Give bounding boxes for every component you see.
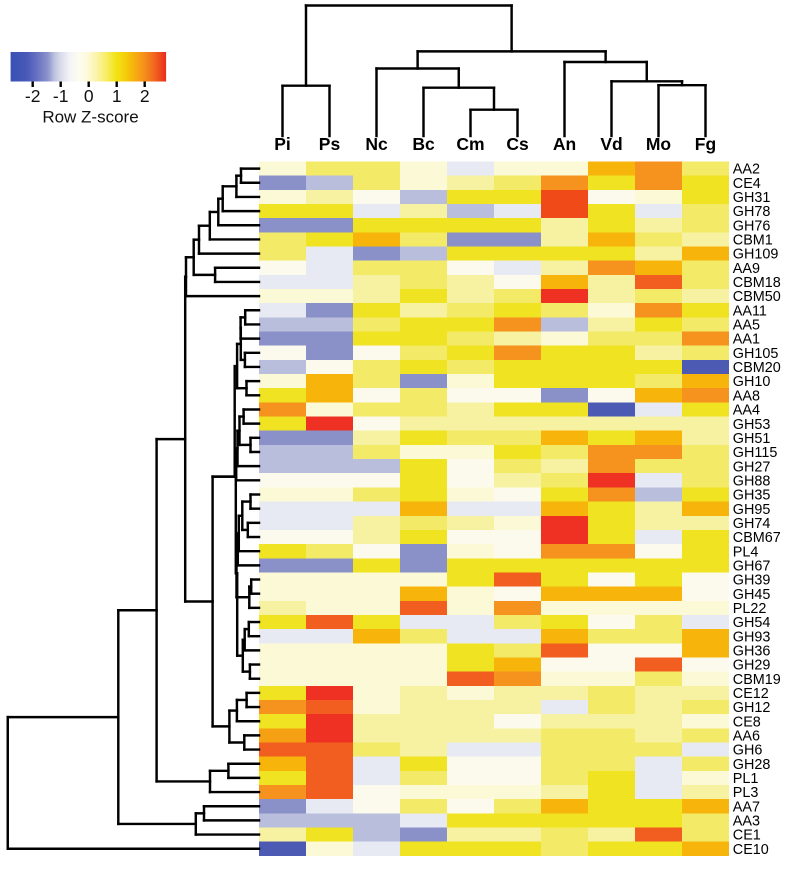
svg-text:GH51: GH51: [733, 431, 771, 447]
svg-text:GH53: GH53: [733, 417, 771, 433]
svg-text:GH76: GH76: [733, 218, 771, 234]
svg-text:GH88: GH88: [733, 473, 771, 489]
svg-text:PL22: PL22: [733, 601, 767, 617]
svg-text:GH109: GH109: [733, 247, 779, 263]
svg-text:CE12: CE12: [733, 686, 769, 702]
svg-text:Row Z-score: Row Z-score: [42, 108, 138, 127]
svg-text:AA2: AA2: [733, 162, 760, 178]
svg-text:0: 0: [84, 86, 94, 106]
svg-text:GH54: GH54: [733, 615, 771, 631]
svg-text:2: 2: [140, 86, 150, 106]
svg-text:GH6: GH6: [733, 743, 763, 759]
svg-text:GH31: GH31: [733, 190, 771, 206]
svg-text:GH39: GH39: [733, 573, 771, 589]
svg-text:AA8: AA8: [733, 388, 760, 404]
svg-text:-2: -2: [25, 86, 41, 106]
svg-text:GH29: GH29: [733, 658, 771, 674]
svg-text:AA3: AA3: [733, 814, 760, 830]
svg-text:Cs: Cs: [506, 134, 529, 154]
svg-text:AA1: AA1: [733, 332, 760, 348]
svg-text:CBM67: CBM67: [733, 530, 781, 546]
svg-text:CBM19: CBM19: [733, 672, 781, 688]
svg-text:CE4: CE4: [733, 176, 761, 192]
svg-text:AA6: AA6: [733, 728, 760, 744]
svg-text:Pi: Pi: [274, 134, 291, 154]
svg-text:1: 1: [112, 86, 122, 106]
svg-text:GH36: GH36: [733, 643, 771, 659]
svg-text:GH95: GH95: [733, 502, 771, 518]
svg-text:Mo: Mo: [646, 134, 671, 154]
svg-text:GH27: GH27: [733, 459, 771, 475]
svg-text:GH45: GH45: [733, 587, 771, 603]
svg-text:GH67: GH67: [733, 558, 771, 574]
svg-text:Cm: Cm: [456, 134, 484, 154]
svg-text:GH78: GH78: [733, 204, 771, 220]
svg-text:AA7: AA7: [733, 799, 760, 815]
svg-text:GH93: GH93: [733, 629, 771, 645]
svg-text:AA5: AA5: [733, 318, 760, 334]
svg-text:CE8: CE8: [733, 714, 761, 730]
svg-text:CBM50: CBM50: [733, 289, 781, 305]
svg-text:CBM20: CBM20: [733, 360, 781, 376]
svg-text:CBM1: CBM1: [733, 233, 773, 249]
svg-text:Vd: Vd: [600, 134, 622, 154]
svg-text:AA4: AA4: [733, 403, 760, 419]
svg-text:GH74: GH74: [733, 516, 771, 532]
svg-text:PL4: PL4: [733, 544, 759, 560]
svg-text:PL3: PL3: [733, 785, 759, 801]
svg-text:GH10: GH10: [733, 374, 771, 390]
svg-text:CE10: CE10: [733, 842, 769, 858]
svg-text:GH105: GH105: [733, 346, 779, 362]
svg-text:Fg: Fg: [695, 134, 716, 154]
svg-text:An: An: [553, 134, 576, 154]
svg-text:AA9: AA9: [733, 261, 760, 277]
svg-text:GH12: GH12: [733, 700, 771, 716]
svg-text:AA11: AA11: [733, 303, 767, 319]
svg-text:Bc: Bc: [412, 134, 435, 154]
svg-text:Ps: Ps: [319, 134, 341, 154]
svg-text:GH115: GH115: [733, 445, 778, 461]
svg-text:-1: -1: [53, 86, 69, 106]
svg-text:CE1: CE1: [733, 828, 761, 844]
svg-text:Nc: Nc: [365, 134, 388, 154]
svg-text:GH35: GH35: [733, 488, 771, 504]
svg-text:GH28: GH28: [733, 757, 771, 773]
svg-text:PL1: PL1: [733, 771, 759, 787]
svg-text:CBM18: CBM18: [733, 275, 781, 291]
